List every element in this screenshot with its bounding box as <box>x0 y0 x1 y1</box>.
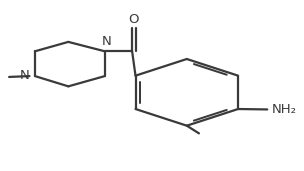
Text: O: O <box>128 13 138 26</box>
Text: NH₂: NH₂ <box>272 103 297 116</box>
Text: N: N <box>102 35 111 48</box>
Text: N: N <box>20 69 29 82</box>
